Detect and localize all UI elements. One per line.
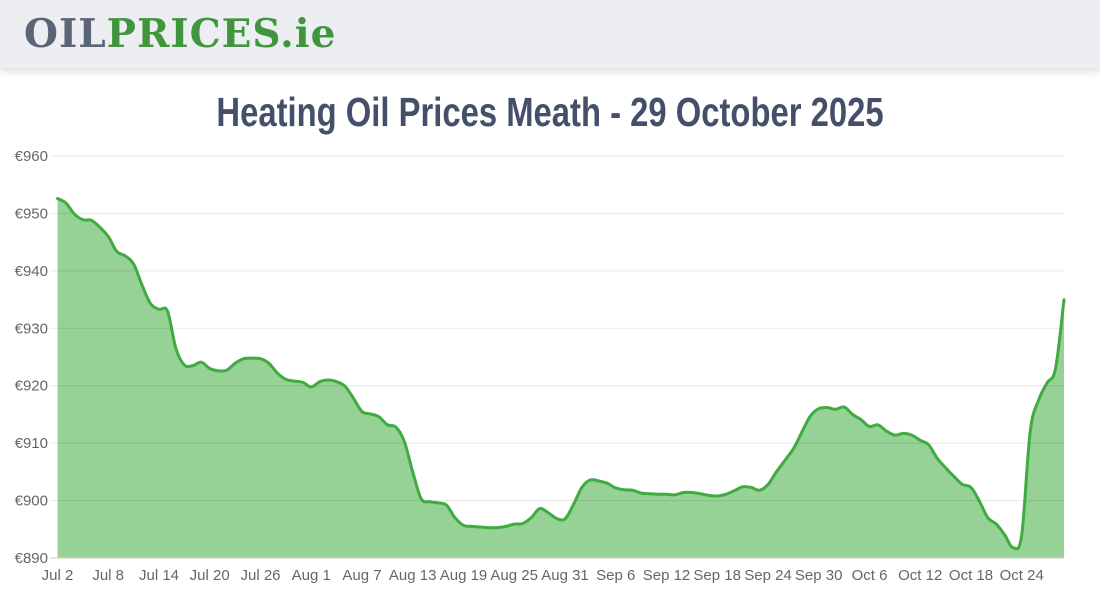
x-axis-label: Oct 12 <box>898 567 942 584</box>
page-title-text: Heating Oil Prices Meath - 29 October 20… <box>216 89 884 135</box>
x-axis-label: Oct 18 <box>949 567 993 584</box>
x-axis-label: Aug 1 <box>292 567 331 584</box>
x-axis-label: Oct 24 <box>1000 567 1044 584</box>
logo-text-prices: PRICES <box>106 10 281 57</box>
x-axis-label: Jul 14 <box>139 567 179 584</box>
x-axis-label: Aug 31 <box>541 567 589 584</box>
x-axis-label: Aug 13 <box>389 567 437 584</box>
y-axis-label: €900 <box>15 493 48 510</box>
x-axis-label: Jul 2 <box>42 567 74 584</box>
logo-text-domain: .ie <box>280 10 337 57</box>
y-axis-label: €940 <box>15 263 48 280</box>
price-line <box>56 197 1066 551</box>
y-axis-label: €930 <box>15 320 48 337</box>
x-axis-label: Jul 26 <box>240 567 280 584</box>
y-axis-label: €950 <box>15 205 48 222</box>
area-fill <box>57 198 1064 558</box>
page-title: Heating Oil Prices Meath - 29 October 20… <box>0 90 1100 134</box>
y-axis-label: €890 <box>15 550 48 567</box>
x-axis-label: Jul 20 <box>190 567 230 584</box>
logo-text-oil: OIL <box>24 10 107 57</box>
x-axis-label: Oct 6 <box>852 567 888 584</box>
x-axis-label: Aug 19 <box>440 567 488 584</box>
y-axis-label: €910 <box>15 435 48 452</box>
site-header: OILPRICES.ie <box>0 0 1100 68</box>
x-axis-label: Sep 30 <box>795 567 843 584</box>
y-axis-label: €920 <box>15 378 48 395</box>
x-axis-label: Sep 12 <box>643 567 691 584</box>
site-logo-link[interactable]: OILPRICES.ie <box>24 14 336 54</box>
x-axis-label: Aug 7 <box>342 567 381 584</box>
x-axis-label: Sep 18 <box>693 567 741 584</box>
x-axis-label: Sep 6 <box>596 567 635 584</box>
x-axis-label: Jul 8 <box>92 567 124 584</box>
x-axis-label: Sep 24 <box>744 567 792 584</box>
y-axis-label: €960 <box>15 148 48 165</box>
x-axis-label: Aug 25 <box>490 567 538 584</box>
